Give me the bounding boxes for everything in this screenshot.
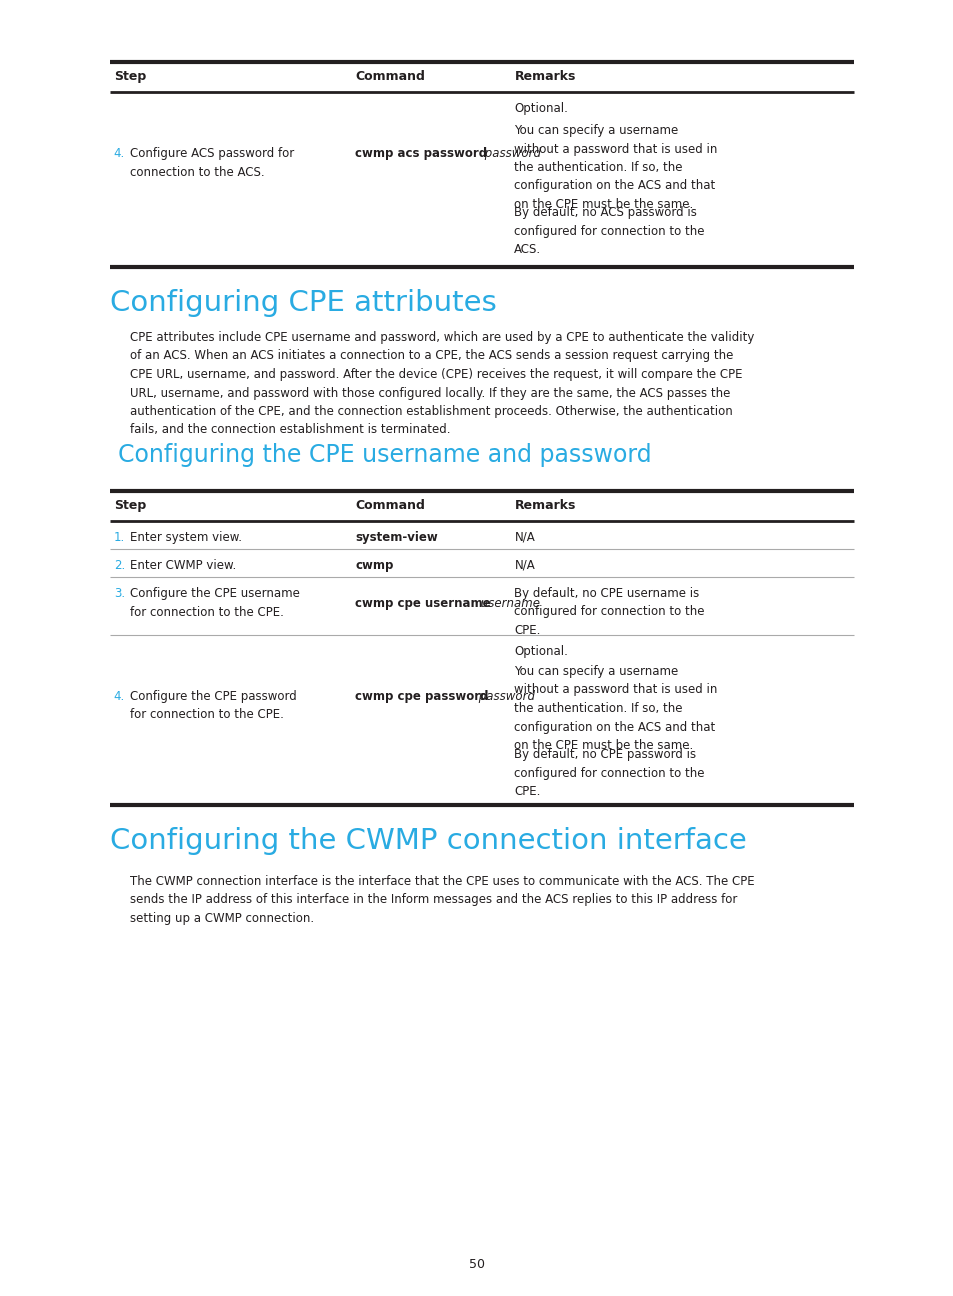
- Text: Step: Step: [113, 499, 146, 512]
- Text: CPE attributes include CPE username and password, which are used by a CPE to aut: CPE attributes include CPE username and …: [130, 330, 753, 437]
- Text: Command: Command: [355, 499, 424, 512]
- Text: 2.: 2.: [113, 559, 125, 572]
- Text: Configuring CPE attributes: Configuring CPE attributes: [110, 289, 496, 318]
- Text: Remarks: Remarks: [514, 499, 576, 512]
- Text: 1.: 1.: [113, 531, 125, 544]
- Text: Command: Command: [355, 70, 424, 83]
- Text: N/A: N/A: [514, 531, 535, 544]
- Text: By default, no ACS password is
configured for connection to the
ACS.: By default, no ACS password is configure…: [514, 206, 704, 257]
- Text: cwmp cpe password: cwmp cpe password: [355, 689, 488, 702]
- Text: 4.: 4.: [113, 689, 125, 702]
- Text: Configuring the CPE username and password: Configuring the CPE username and passwor…: [117, 443, 651, 467]
- Text: 50: 50: [469, 1258, 484, 1271]
- Text: Remarks: Remarks: [514, 70, 576, 83]
- Text: cwmp cpe username: cwmp cpe username: [355, 597, 490, 610]
- Text: cwmp acs password: cwmp acs password: [355, 146, 487, 159]
- Text: By default, no CPE username is
configured for connection to the
CPE.: By default, no CPE username is configure…: [514, 587, 704, 638]
- Text: N/A: N/A: [514, 559, 535, 572]
- Text: system-view: system-view: [355, 531, 437, 544]
- Text: You can specify a username
without a password that is used in
the authentication: You can specify a username without a pas…: [514, 124, 717, 211]
- Text: By default, no CPE password is
configured for connection to the
CPE.: By default, no CPE password is configure…: [514, 748, 704, 798]
- Text: The CWMP connection interface is the interface that the CPE uses to communicate : The CWMP connection interface is the int…: [130, 875, 754, 925]
- Text: Step: Step: [113, 70, 146, 83]
- Text: 4.: 4.: [113, 146, 125, 159]
- Text: password: password: [480, 146, 540, 159]
- Text: Optional.: Optional.: [514, 645, 568, 658]
- Text: You can specify a username
without a password that is used in
the authentication: You can specify a username without a pas…: [514, 665, 717, 752]
- Text: Enter system view.: Enter system view.: [130, 531, 241, 544]
- Text: Optional.: Optional.: [514, 102, 568, 115]
- Text: cwmp: cwmp: [355, 559, 393, 572]
- Text: Configure the CPE username
for connection to the CPE.: Configure the CPE username for connectio…: [130, 587, 299, 618]
- Text: Enter CWMP view.: Enter CWMP view.: [130, 559, 235, 572]
- Text: password: password: [475, 689, 535, 702]
- Text: 3.: 3.: [113, 587, 125, 600]
- Text: Configuring the CWMP connection interface: Configuring the CWMP connection interfac…: [110, 827, 745, 855]
- Text: Configure ACS password for
connection to the ACS.: Configure ACS password for connection to…: [130, 146, 294, 179]
- Text: username: username: [476, 597, 539, 610]
- Text: Configure the CPE password
for connection to the CPE.: Configure the CPE password for connectio…: [130, 689, 296, 722]
